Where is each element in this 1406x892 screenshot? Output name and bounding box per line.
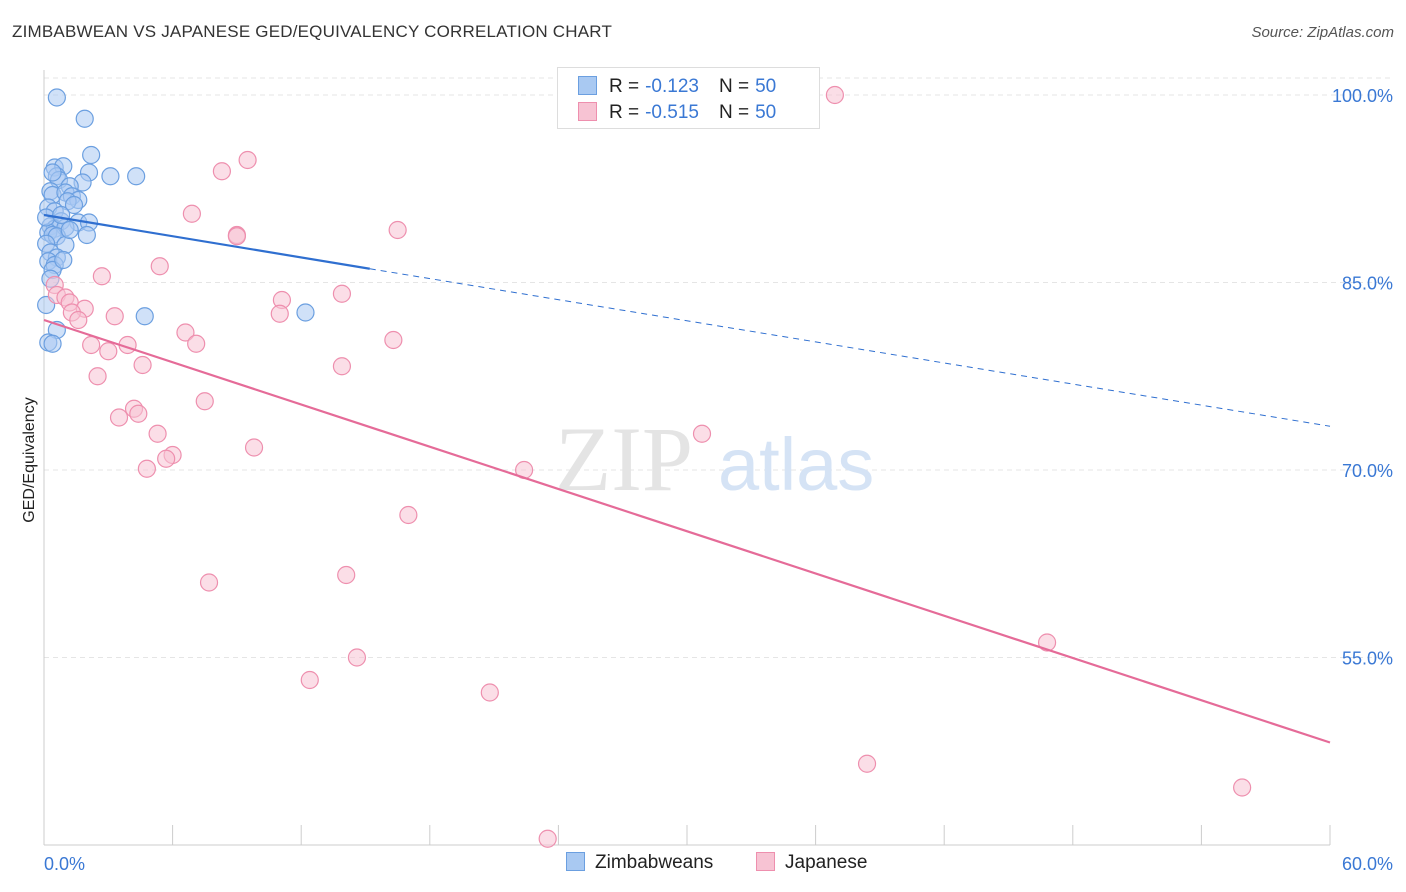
japanese-point — [538, 829, 557, 848]
x-tick-label: 0.0% — [44, 854, 85, 874]
japanese-point — [109, 408, 129, 427]
zimbabwean-point — [75, 109, 94, 128]
japanese-point — [244, 438, 264, 457]
zimbabwean-points — [37, 88, 315, 353]
zimbabwean-trend-extension — [369, 268, 1331, 427]
legend-n-label: N = — [718, 102, 750, 123]
japanese-point — [825, 85, 844, 105]
japanese-point — [300, 670, 319, 690]
japanese-point — [92, 267, 111, 286]
japanese-point — [692, 424, 712, 443]
japanese-point — [337, 565, 356, 585]
japanese-point — [388, 220, 407, 240]
zimbabwean-point — [64, 195, 84, 215]
watermark: ZIP atlas — [555, 408, 874, 510]
japanese-point — [150, 257, 169, 276]
y-tick-labels: 55.0% 70.0% 85.0% 100.0% — [1332, 86, 1393, 669]
japanese-point — [238, 150, 257, 170]
legend-label-zimbabweans: Zimbabweans — [595, 852, 714, 873]
japanese-point — [1037, 633, 1057, 652]
legend-n-value: 50 — [755, 102, 777, 123]
japanese-trend-line — [43, 318, 1331, 744]
japanese-points — [45, 85, 1252, 848]
japanese-point — [88, 367, 107, 386]
japanese-point — [69, 310, 88, 330]
axes — [43, 70, 1331, 846]
japanese-point — [148, 424, 167, 443]
legend-r-value: -0.515 — [645, 102, 699, 123]
japanese-point — [82, 335, 101, 355]
japanese-point — [384, 330, 403, 350]
trend-lines — [43, 213, 1331, 744]
zimbabwean-point — [82, 145, 101, 165]
japanese-point — [129, 404, 148, 423]
zimbabwean-point — [60, 220, 79, 240]
japanese-point — [332, 357, 352, 376]
legend-row-zimbabweans: R = -0.123 N = 50 — [578, 76, 776, 100]
x-tick-labels: 0.0% 60.0% — [44, 854, 1393, 874]
japanese-point — [399, 505, 418, 525]
japanese-point — [105, 307, 124, 326]
legend-swatch-japanese — [756, 852, 775, 871]
y-tick-label: 100.0% — [1332, 86, 1393, 106]
japanese-point — [99, 342, 118, 361]
source-label: Source: ZipAtlas.com — [1251, 24, 1394, 41]
legend-r-label: R = — [609, 76, 640, 97]
legend-r-value: -0.123 — [645, 76, 699, 97]
legend-swatch-japanese — [578, 102, 597, 121]
legend-item-zimbabweans: Zimbabweans — [566, 852, 713, 874]
japanese-point — [480, 683, 499, 702]
correlation-legend: R = -0.123 N = 50 R = -0.515 N = 50 — [557, 67, 820, 129]
zimbabwean-point — [296, 303, 315, 322]
zimbabwean-point — [54, 250, 73, 270]
zimbabwean-point — [127, 167, 146, 186]
japanese-point — [137, 459, 156, 478]
zimbabwean-point — [135, 307, 154, 326]
y-tick-label: 85.0% — [1342, 274, 1393, 294]
legend-swatch-zimbabweans — [566, 852, 585, 871]
japanese-point — [857, 754, 877, 773]
legend-row-japanese: R = -0.515 N = 50 — [578, 102, 776, 126]
legend-n-label: N = — [718, 76, 750, 97]
zimbabwean-point — [43, 163, 62, 182]
x-tick-label: 60.0% — [1342, 854, 1393, 874]
japanese-point — [270, 304, 289, 323]
japanese-point — [182, 204, 201, 223]
series-legend: Zimbabweans Japanese — [0, 852, 1406, 876]
japanese-point — [195, 392, 214, 411]
zimbabwean-point — [47, 88, 66, 107]
japanese-point — [212, 162, 231, 181]
y-axis-label: GED/Equivalency — [21, 397, 38, 523]
japanese-point — [347, 648, 367, 667]
legend-label-japanese: Japanese — [785, 852, 868, 873]
zimbabwean-point — [52, 205, 71, 225]
japanese-point — [227, 227, 246, 246]
legend-item-japanese: Japanese — [756, 852, 867, 874]
watermark-atlas: atlas — [718, 423, 874, 506]
zimbabwean-trend-line — [43, 213, 370, 270]
japanese-point — [176, 323, 195, 342]
watermark-zip: ZIP — [555, 408, 693, 510]
y-tick-label: 55.0% — [1342, 649, 1393, 669]
japanese-point — [199, 573, 219, 592]
legend-n-value: 50 — [755, 76, 777, 97]
zimbabwean-point — [37, 208, 56, 227]
legend-swatch-zimbabweans — [578, 76, 597, 95]
legend-r-label: R = — [609, 102, 640, 123]
zimbabwean-point — [101, 167, 120, 186]
chart-title: ZIMBABWEAN VS JAPANESE GED/EQUIVALENCY C… — [12, 22, 613, 41]
japanese-point — [187, 334, 206, 353]
y-tick-label: 70.0% — [1342, 461, 1393, 481]
japanese-point — [157, 449, 176, 468]
japanese-point — [1233, 778, 1252, 797]
zimbabwean-point — [43, 334, 62, 353]
japanese-point — [133, 355, 152, 375]
japanese-point — [332, 284, 352, 303]
zimbabwean-point — [77, 225, 96, 245]
